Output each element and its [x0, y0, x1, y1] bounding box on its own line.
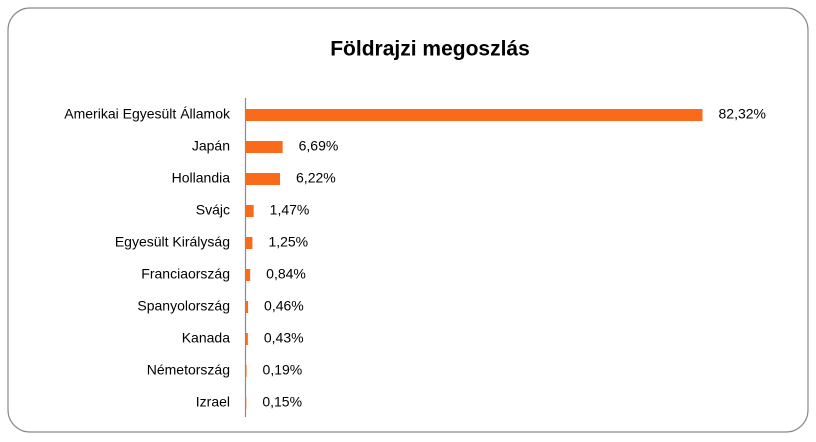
y-tick-label: Egyesült Királyság: [115, 234, 230, 250]
bar: [245, 237, 253, 249]
data-label: 6,69%: [299, 138, 339, 154]
data-label: 0,84%: [266, 266, 306, 282]
chart-title: Földrajzi megoszlás: [330, 38, 530, 61]
y-tick-label: Kanada: [182, 330, 230, 346]
bar: [245, 173, 281, 185]
data-label: 1,47%: [270, 202, 310, 218]
bar: [245, 109, 703, 121]
y-tick-label: Svájc: [196, 202, 230, 218]
bar: [245, 205, 254, 217]
bar: [245, 141, 283, 153]
bar: [245, 333, 248, 345]
bar: [245, 365, 247, 377]
y-tick-label: Németország: [147, 362, 230, 378]
y-tick-label: Izrael: [196, 394, 230, 410]
data-label: 0,43%: [264, 330, 304, 346]
chart-frame: [7, 7, 809, 433]
data-label: 0,19%: [263, 362, 303, 378]
y-tick-label: Hollandia: [172, 170, 231, 186]
bar: [245, 301, 249, 313]
y-tick-label: Japán: [192, 138, 230, 154]
y-tick-label: Spanyolország: [137, 298, 230, 314]
bar: [245, 269, 251, 281]
data-label: 82,32%: [719, 106, 766, 122]
data-label: 0,15%: [262, 394, 302, 410]
y-tick-label: Franciaország: [141, 266, 230, 282]
data-label: 6,22%: [296, 170, 336, 186]
data-label: 1,25%: [268, 234, 308, 250]
bar: [245, 397, 247, 409]
data-label: 0,46%: [264, 298, 304, 314]
y-tick-label: Amerikai Egyesült Államok: [64, 106, 231, 122]
